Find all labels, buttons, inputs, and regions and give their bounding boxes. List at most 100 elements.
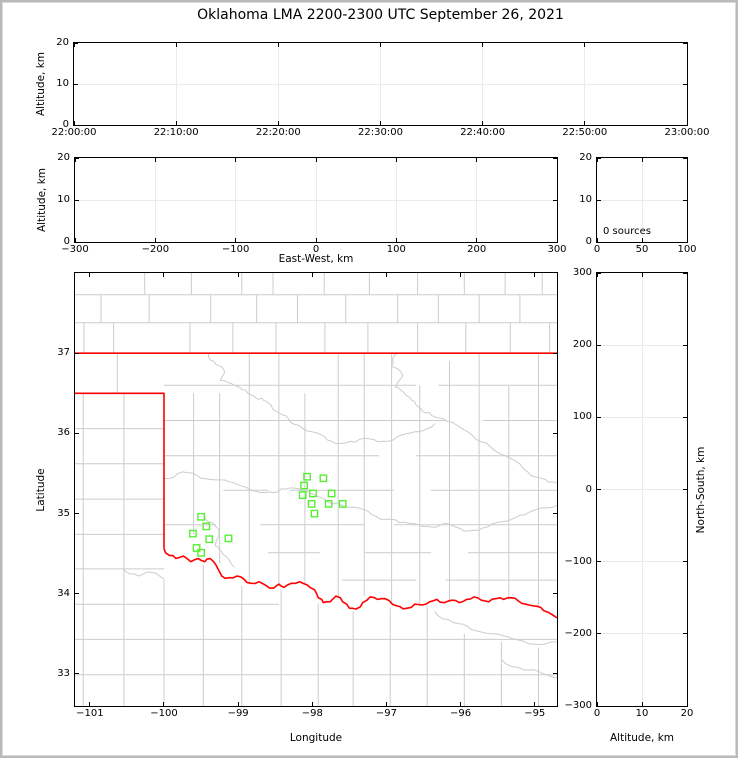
tick-mark bbox=[553, 593, 557, 595]
x-tick-label: −96 bbox=[450, 708, 472, 719]
gridline bbox=[597, 344, 687, 346]
tick-mark bbox=[476, 238, 478, 242]
tick-mark bbox=[683, 157, 687, 159]
tick-mark bbox=[73, 43, 75, 47]
tick-mark bbox=[385, 702, 387, 706]
tick-mark bbox=[311, 702, 313, 706]
lma-station-marker bbox=[202, 522, 211, 531]
river-line bbox=[122, 567, 165, 579]
y-axis-label: Latitude bbox=[35, 467, 47, 512]
tick-mark bbox=[235, 158, 237, 162]
tick-mark bbox=[584, 43, 586, 47]
x-tick-label: 22:10:00 bbox=[153, 127, 199, 138]
tick-mark bbox=[556, 238, 558, 242]
tick-mark bbox=[683, 83, 687, 85]
tick-mark bbox=[597, 705, 601, 707]
panel-north-south-altitude: 0 10 20 300 200 100 0 −100 −200 −300 Altitude, km N… bbox=[565, 268, 707, 745]
source-count-annotation: 0 sources bbox=[603, 226, 651, 237]
panel-time-height: 22:00:00 22:10:00 22:20:00 22:30:00 22:40:00… bbox=[35, 38, 709, 139]
tick-mark bbox=[597, 272, 601, 274]
tick-mark bbox=[597, 157, 601, 159]
tick-mark bbox=[553, 673, 557, 675]
x-tick-label: 300 bbox=[547, 244, 567, 255]
tick-mark bbox=[380, 43, 381, 47]
gridline bbox=[597, 561, 687, 563]
tick-mark bbox=[683, 489, 687, 490]
tick-mark bbox=[89, 273, 91, 277]
tick-mark bbox=[73, 121, 75, 125]
tick-mark bbox=[553, 241, 557, 243]
tick-mark bbox=[163, 273, 165, 277]
x-tick-label: 0 bbox=[593, 708, 601, 719]
state-border-red-river-border bbox=[163, 548, 557, 619]
tick-mark bbox=[315, 238, 317, 242]
y-tick-label: 10 bbox=[579, 194, 592, 205]
y-tick-label: 100 bbox=[572, 411, 592, 423]
tick-mark bbox=[596, 158, 598, 162]
tick-mark bbox=[683, 241, 687, 243]
tick-mark bbox=[482, 121, 484, 125]
y-axis-label-right: North-South, km bbox=[695, 446, 707, 533]
tick-mark bbox=[553, 432, 557, 434]
river-line bbox=[501, 659, 557, 679]
y-tick-label: 35 bbox=[57, 507, 70, 519]
y-tick-label: 0 bbox=[63, 236, 70, 247]
tick-mark bbox=[395, 238, 397, 242]
x-tick-label: 0 bbox=[593, 244, 601, 255]
tick-mark bbox=[237, 273, 239, 277]
y-tick-label: 20 bbox=[57, 152, 70, 163]
x-tick-label: −99 bbox=[227, 708, 249, 719]
lma-station-marker bbox=[319, 474, 328, 483]
gridline bbox=[75, 199, 557, 201]
x-tick-label: −101 bbox=[76, 708, 104, 719]
tick-mark bbox=[460, 273, 462, 277]
tick-mark bbox=[597, 633, 601, 635]
map-canvas bbox=[75, 273, 557, 706]
tick-mark bbox=[553, 199, 557, 201]
tick-mark bbox=[534, 702, 536, 706]
tick-mark bbox=[597, 241, 601, 243]
tick-mark bbox=[534, 273, 536, 277]
tick-mark bbox=[683, 344, 687, 346]
x-tick-label: −97 bbox=[375, 708, 397, 719]
tick-mark bbox=[597, 199, 601, 201]
y-tick-label: −300 bbox=[564, 700, 592, 711]
y-tick-label: 37 bbox=[57, 347, 70, 359]
tick-mark bbox=[683, 633, 687, 635]
tick-mark bbox=[597, 416, 601, 418]
lma-station-marker bbox=[197, 512, 206, 521]
river-line bbox=[434, 611, 557, 646]
lma-station-marker bbox=[300, 481, 308, 490]
y-tick-label: −100 bbox=[564, 555, 592, 567]
tick-mark bbox=[553, 157, 557, 159]
lma-station-marker bbox=[224, 534, 233, 543]
gridline bbox=[597, 489, 687, 490]
tick-mark bbox=[175, 43, 177, 47]
y-tick-label: 0 bbox=[585, 236, 592, 247]
x-tick-label: 100 bbox=[677, 244, 697, 255]
tick-mark bbox=[683, 199, 687, 201]
tick-mark bbox=[385, 273, 387, 277]
tick-mark bbox=[75, 352, 79, 354]
lma-station-marker bbox=[298, 491, 307, 499]
y-tick-label: 36 bbox=[57, 427, 70, 439]
y-axis-label: Altitude, km bbox=[35, 51, 47, 117]
x-tick-label: −98 bbox=[301, 708, 323, 719]
x-axis-label: Altitude, km bbox=[609, 732, 675, 744]
x-tick-label: 22:30:00 bbox=[358, 127, 403, 138]
lma-station-marker bbox=[197, 548, 206, 557]
x-tick-label: −100 bbox=[221, 244, 250, 255]
y-tick-label: 10 bbox=[57, 194, 70, 205]
tick-mark bbox=[596, 238, 598, 242]
tick-mark bbox=[311, 273, 313, 277]
tick-mark bbox=[74, 124, 78, 126]
gridline bbox=[597, 633, 687, 635]
x-tick-label: 200 bbox=[467, 244, 487, 255]
tick-mark bbox=[75, 241, 79, 243]
tick-mark bbox=[74, 42, 78, 44]
gridline bbox=[74, 83, 687, 85]
y-tick-label: 10 bbox=[56, 78, 69, 89]
tick-mark bbox=[380, 121, 381, 125]
x-tick-label: −300 bbox=[61, 244, 89, 255]
tick-mark bbox=[277, 43, 279, 47]
